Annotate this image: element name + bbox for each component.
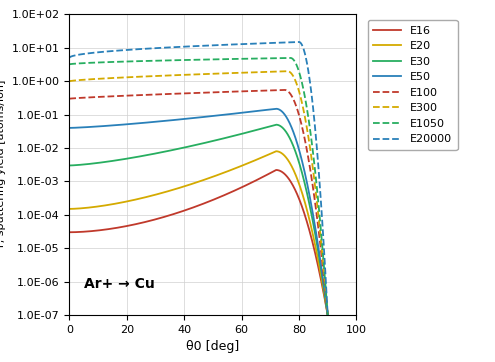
E50 [299, 159, 305, 163]
E1050 [66, 62, 72, 67]
E300 [285, 69, 291, 73]
E300 [89, 77, 95, 81]
E16 [66, 230, 72, 235]
E1050 [287, 56, 293, 60]
E100 [66, 97, 72, 101]
E30 [147, 152, 152, 157]
E1050 [89, 60, 95, 65]
E1050 [147, 59, 152, 63]
E30 [66, 163, 72, 168]
E16 [299, 205, 305, 209]
E20 [273, 149, 279, 153]
E20 [104, 203, 110, 207]
Line: E300: E300 [69, 71, 328, 315]
E1050 [325, 313, 331, 317]
E50 [273, 106, 279, 111]
Y-axis label: Y, sputtering yield [atoms/ion]: Y, sputtering yield [atoms/ion] [0, 80, 6, 249]
E50 [325, 313, 331, 317]
E20000 [316, 177, 322, 181]
E300 [325, 313, 331, 317]
E20 [66, 207, 72, 211]
E300 [316, 222, 322, 226]
E100 [299, 125, 305, 129]
E16 [325, 313, 331, 317]
E30 [89, 161, 95, 166]
E16 [276, 168, 282, 173]
E16 [273, 168, 279, 172]
E100 [147, 93, 152, 97]
E50 [276, 107, 282, 111]
E16 [316, 270, 322, 274]
E100 [316, 234, 322, 238]
E100 [325, 313, 331, 317]
Line: E16: E16 [69, 170, 328, 315]
E20000 [296, 40, 302, 44]
E50 [89, 125, 95, 129]
E100 [282, 88, 288, 92]
E100 [104, 94, 110, 99]
E20000 [325, 313, 331, 317]
E20000 [104, 49, 110, 54]
E30 [104, 160, 110, 164]
E20000 [66, 55, 72, 60]
E20000 [147, 46, 152, 51]
E30 [299, 171, 305, 175]
E20000 [89, 51, 95, 55]
E20 [276, 150, 282, 154]
E16 [104, 227, 110, 232]
E1050 [299, 81, 305, 85]
Line: E20: E20 [69, 151, 328, 315]
E300 [276, 69, 282, 73]
E50 [66, 126, 72, 130]
E1050 [276, 56, 282, 60]
E100 [276, 88, 282, 92]
Line: E30: E30 [69, 125, 328, 315]
E1050 [316, 210, 322, 215]
Line: E50: E50 [69, 109, 328, 315]
Line: E1050: E1050 [69, 58, 328, 315]
E20000 [299, 43, 305, 47]
Line: E20000: E20000 [69, 42, 328, 315]
E20 [147, 194, 152, 198]
E20000 [276, 41, 282, 45]
E1050 [104, 60, 110, 64]
E30 [276, 123, 282, 127]
E16 [147, 219, 152, 223]
Line: E100: E100 [69, 90, 328, 315]
E300 [147, 74, 152, 79]
E100 [89, 95, 95, 100]
E30 [325, 313, 331, 317]
Legend: E16, E20, E30, E50, E100, E300, E1050, E20000: E16, E20, E30, E50, E100, E300, E1050, E… [368, 20, 457, 150]
Text: Ar+ → Cu: Ar+ → Cu [84, 277, 154, 291]
E50 [316, 251, 322, 256]
E30 [273, 122, 279, 127]
E20 [325, 313, 331, 317]
E30 [316, 256, 322, 260]
E16 [89, 229, 95, 233]
E20 [89, 205, 95, 210]
E300 [66, 79, 72, 83]
E300 [104, 76, 110, 80]
E20 [299, 191, 305, 195]
E50 [104, 124, 110, 128]
E300 [299, 101, 305, 105]
E50 [147, 120, 152, 125]
E20 [316, 264, 322, 268]
X-axis label: θ0 [deg]: θ0 [deg] [186, 340, 240, 353]
